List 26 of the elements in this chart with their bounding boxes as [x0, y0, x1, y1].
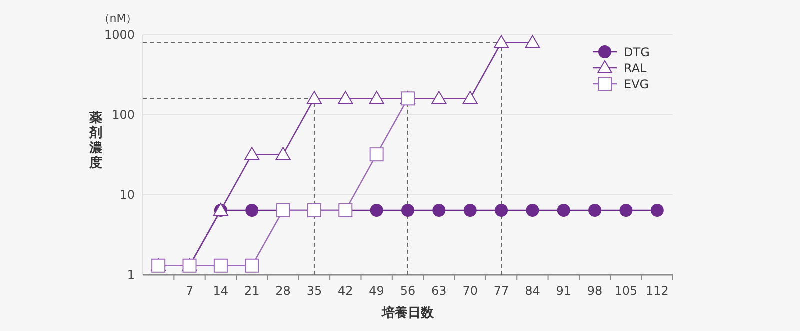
x-tick-label: 77	[494, 284, 510, 298]
y-tick-label: 100	[112, 108, 135, 122]
legend-label: RAL	[624, 62, 648, 76]
x-tick-label: 21	[244, 284, 260, 298]
x-tick-label: 28	[276, 284, 291, 298]
legend-label: EVG	[624, 78, 650, 92]
x-tick-label: 91	[556, 284, 572, 298]
y-tick-label: 10	[120, 188, 135, 202]
x-tick-label: 35	[306, 284, 322, 298]
x-tick-label: 49	[369, 284, 384, 298]
y-axis-title: 薬剤濃度	[88, 110, 102, 171]
x-tick-label: 42	[338, 284, 354, 298]
text: （nM）	[98, 12, 138, 25]
y-tick-label: 1000	[104, 28, 135, 42]
x-tick-label: 98	[587, 284, 603, 298]
x-tick-label: 105	[614, 284, 638, 298]
legend-label: DTG	[624, 46, 650, 60]
x-tick-label: 14	[213, 284, 229, 298]
y-tick-label: 1	[127, 268, 135, 282]
x-tick-label: 56	[400, 284, 416, 298]
x-tick-label: 112	[646, 284, 669, 298]
x-tick-label: 7	[186, 284, 194, 298]
x-tick-label: 70	[462, 284, 478, 298]
x-tick-label: 63	[432, 284, 447, 298]
x-axis-title: 培養日数	[381, 305, 435, 321]
x-tick-label: 84	[525, 284, 540, 298]
